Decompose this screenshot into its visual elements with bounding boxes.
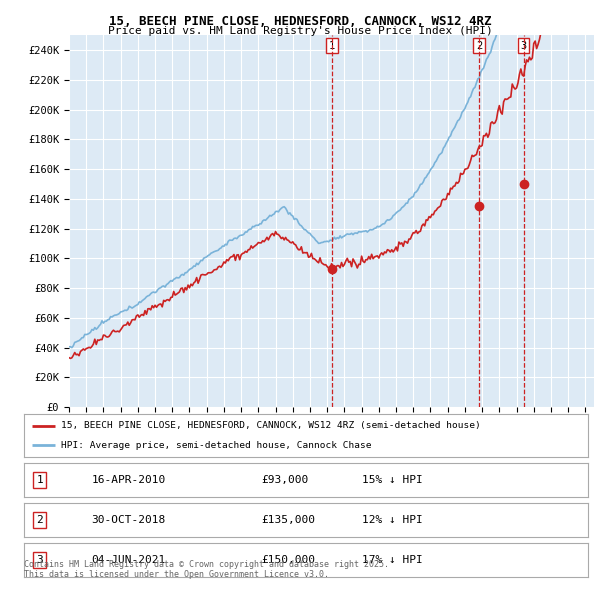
- Text: 30-OCT-2018: 30-OCT-2018: [92, 515, 166, 525]
- Text: 17% ↓ HPI: 17% ↓ HPI: [362, 555, 423, 565]
- Text: 2: 2: [476, 41, 482, 51]
- Text: 15, BEECH PINE CLOSE, HEDNESFORD, CANNOCK, WS12 4RZ: 15, BEECH PINE CLOSE, HEDNESFORD, CANNOC…: [109, 15, 491, 28]
- Text: 3: 3: [521, 41, 527, 51]
- Text: Price paid vs. HM Land Registry's House Price Index (HPI): Price paid vs. HM Land Registry's House …: [107, 26, 493, 36]
- Text: HPI: Average price, semi-detached house, Cannock Chase: HPI: Average price, semi-detached house,…: [61, 441, 371, 450]
- Text: 3: 3: [37, 555, 43, 565]
- Text: Contains HM Land Registry data © Crown copyright and database right 2025.
This d: Contains HM Land Registry data © Crown c…: [24, 560, 389, 579]
- Text: 1: 1: [37, 475, 43, 484]
- Text: £135,000: £135,000: [261, 515, 315, 525]
- Text: 15% ↓ HPI: 15% ↓ HPI: [362, 475, 423, 484]
- Text: £93,000: £93,000: [261, 475, 308, 484]
- Text: £150,000: £150,000: [261, 555, 315, 565]
- Text: 12% ↓ HPI: 12% ↓ HPI: [362, 515, 423, 525]
- Text: 1: 1: [329, 41, 335, 51]
- Text: 04-JUN-2021: 04-JUN-2021: [92, 555, 166, 565]
- Text: 2: 2: [37, 515, 43, 525]
- Text: 16-APR-2010: 16-APR-2010: [92, 475, 166, 484]
- Text: 15, BEECH PINE CLOSE, HEDNESFORD, CANNOCK, WS12 4RZ (semi-detached house): 15, BEECH PINE CLOSE, HEDNESFORD, CANNOC…: [61, 421, 481, 430]
